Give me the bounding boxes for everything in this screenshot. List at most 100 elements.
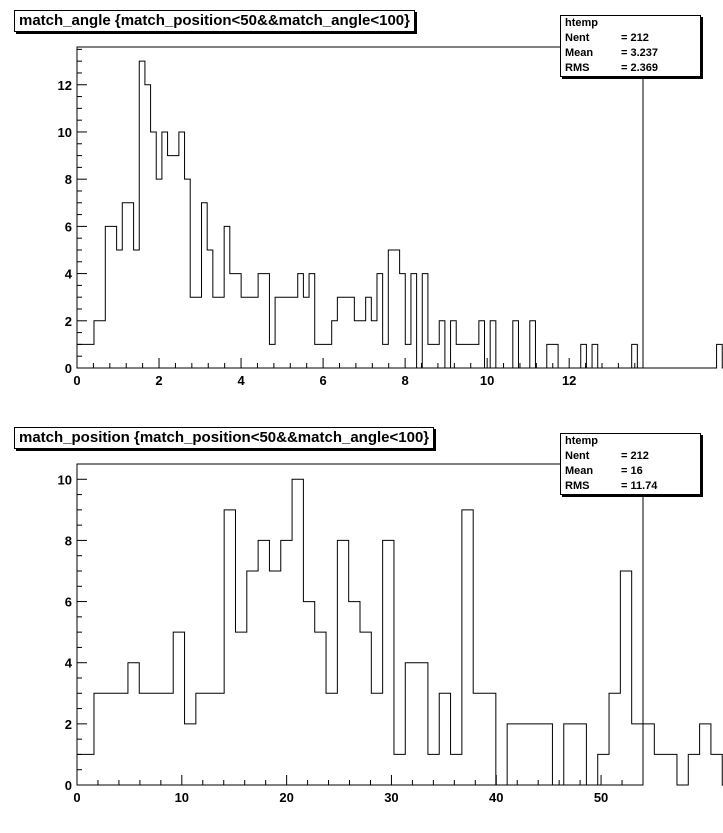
histogram-bin (179, 632, 185, 785)
y-tick-label: 12 (58, 78, 72, 93)
histogram-bin (326, 693, 332, 785)
histogram-bin (581, 344, 587, 368)
stats-rms-label: RMS (565, 480, 590, 492)
x-tick-label: 40 (489, 790, 503, 805)
histogram-bin (717, 344, 723, 368)
stats-entries-row: Nent = 212 (565, 32, 649, 44)
stats-entries-row: Nent = 212 (565, 450, 649, 462)
stats-box: htemp Nent = 212 Mean = 16 RMS = 11.74 (560, 433, 701, 495)
chart-title: match_position {match_position<50&&match… (14, 427, 435, 449)
histogram-bin (179, 132, 185, 368)
y-tick-label: 8 (65, 172, 72, 187)
stats-mean-row: Mean = 3.237 (565, 47, 659, 59)
y-tick-label: 2 (65, 717, 72, 732)
histogram-bin (100, 321, 106, 368)
stats-box: htemp Nent = 212 Mean = 3.237 RMS = 2.369 (560, 15, 701, 77)
histogram-bin (513, 321, 519, 368)
histogram-bin (700, 724, 706, 785)
histogram-bin (462, 510, 468, 785)
histogram-bin (235, 274, 241, 368)
histogram-bin (185, 179, 191, 368)
histogram-bin (637, 724, 643, 785)
histogram-bin (145, 693, 151, 785)
histogram-bin (428, 344, 434, 368)
x-tick-label: 0 (73, 373, 80, 388)
histogram-bin (422, 274, 428, 368)
histogram-bin (711, 754, 717, 785)
histogram-bin (88, 754, 94, 785)
histogram-bin (688, 754, 694, 785)
histogram-bin (411, 274, 417, 368)
histogram-bin (671, 754, 677, 785)
histogram-bin (207, 693, 213, 785)
stats-mean-label: Mean (565, 465, 594, 477)
histogram-bin (603, 754, 609, 785)
histogram-bin (190, 297, 196, 368)
histogram-bin (168, 693, 174, 785)
histogram-bin (411, 663, 417, 785)
histogram-bin (456, 754, 462, 785)
histogram-bin (632, 724, 638, 785)
x-tick-label: 30 (384, 790, 398, 805)
x-tick-label: 0 (73, 790, 80, 805)
histogram-bin (417, 663, 423, 785)
histogram-bin (258, 540, 264, 785)
histogram-bin (598, 754, 604, 785)
histogram-bin (117, 693, 123, 785)
histogram-bin (269, 344, 275, 368)
histogram-bin (168, 156, 174, 368)
histogram-bin (303, 602, 309, 785)
histogram-bin (320, 344, 326, 368)
y-tick-label: 2 (65, 314, 72, 329)
x-tick-label: 4 (237, 373, 245, 388)
histogram-bin (83, 754, 89, 785)
stats-name: htemp (565, 17, 598, 29)
histogram-bin (405, 663, 411, 785)
histogram-bin (343, 297, 349, 368)
histogram-bin (371, 693, 377, 785)
histogram-bin (377, 274, 383, 368)
histogram-bin (303, 297, 309, 368)
x-tick-label: 10 (175, 790, 189, 805)
histogram-bin (434, 754, 440, 785)
histogram-bin (151, 132, 157, 368)
histogram-bin (111, 226, 117, 368)
histogram-bin (394, 250, 400, 368)
x-tick-label: 12 (562, 373, 576, 388)
stats-entries-value: 212 (630, 32, 649, 44)
histogram-bin (473, 344, 479, 368)
histogram-bin (473, 693, 479, 785)
histogram-bin (569, 724, 575, 785)
histogram-bin (354, 321, 360, 368)
histogram-bin (535, 724, 541, 785)
histogram-bin (626, 571, 632, 785)
histogram-bin (694, 754, 700, 785)
histogram-bin (156, 693, 162, 785)
histogram-bin (298, 479, 304, 785)
histogram-bin (439, 321, 445, 368)
histogram-bin (530, 321, 536, 368)
y-tick-label: 0 (65, 778, 72, 793)
histogram-bin (405, 344, 411, 368)
histogram-bin (615, 693, 621, 785)
stats-rms-label: RMS (565, 62, 590, 74)
histogram-bin (77, 344, 83, 368)
histogram-panel-match-position: 0 10 20 30 40 50 0 2 4 6 8 10 match_position {match… (0, 416, 723, 833)
x-tick-label: 2 (155, 373, 162, 388)
histogram-bin (213, 693, 219, 785)
histogram-bin (213, 297, 219, 368)
histogram-bin (371, 321, 377, 368)
histogram-bin (219, 297, 225, 368)
histogram-bin (241, 297, 247, 368)
histogram-bin (552, 344, 558, 368)
histogram-bin (428, 754, 434, 785)
histogram-bin (541, 724, 547, 785)
y-tick-label: 6 (65, 219, 72, 234)
histogram-bin (100, 693, 106, 785)
histogram-bin (337, 297, 343, 368)
histogram-bin (264, 274, 270, 368)
histogram-bin (128, 203, 134, 368)
histogram-bin (196, 297, 202, 368)
histogram-bin (649, 724, 655, 785)
histogram-bin (320, 632, 326, 785)
